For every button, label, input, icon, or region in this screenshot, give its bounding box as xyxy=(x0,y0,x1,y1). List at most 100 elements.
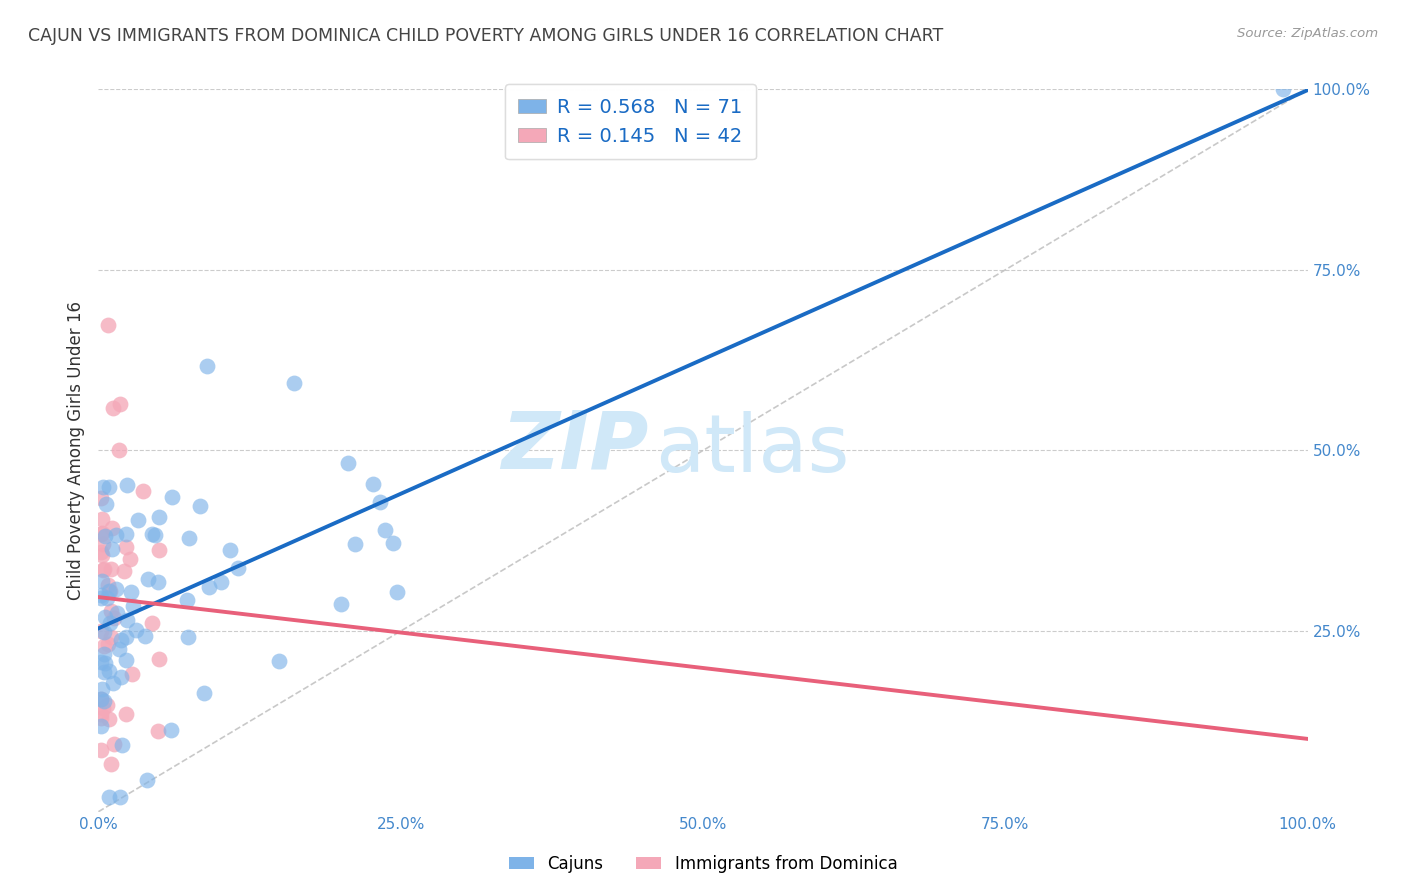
Point xyxy=(91,563,114,577)
Point xyxy=(96,591,118,605)
Point xyxy=(94,610,117,624)
Point xyxy=(132,483,155,498)
Point xyxy=(90,655,112,669)
Point xyxy=(90,545,112,559)
Point xyxy=(160,490,183,504)
Point xyxy=(337,456,360,470)
Point xyxy=(90,588,112,602)
Point xyxy=(148,510,170,524)
Point xyxy=(96,318,118,332)
Point xyxy=(98,584,121,599)
Point xyxy=(148,652,170,666)
Point xyxy=(118,552,141,566)
Point xyxy=(115,478,138,492)
Point xyxy=(115,613,138,627)
Point xyxy=(97,480,120,494)
Point xyxy=(90,743,112,757)
Point xyxy=(93,529,115,543)
Point xyxy=(90,692,112,706)
Point xyxy=(218,542,240,557)
Point xyxy=(134,629,156,643)
Point xyxy=(148,574,170,589)
Point xyxy=(105,606,128,620)
Point xyxy=(91,480,114,494)
Point xyxy=(283,376,305,390)
Point xyxy=(344,537,367,551)
Text: CAJUN VS IMMIGRANTS FROM DOMINICA CHILD POVERTY AMONG GIRLS UNDER 16 CORRELATION: CAJUN VS IMMIGRANTS FROM DOMINICA CHILD … xyxy=(28,27,943,45)
Point xyxy=(101,675,124,690)
Point xyxy=(374,523,396,537)
Point xyxy=(115,540,138,554)
Point xyxy=(101,542,124,557)
Point xyxy=(90,491,112,506)
Point xyxy=(122,599,145,613)
Point xyxy=(100,756,122,771)
Point xyxy=(90,511,112,525)
Point xyxy=(90,719,112,733)
Point xyxy=(93,694,115,708)
Point xyxy=(90,707,112,722)
Point xyxy=(141,527,163,541)
Point xyxy=(90,692,112,706)
Text: Source: ZipAtlas.com: Source: ZipAtlas.com xyxy=(1237,27,1378,40)
Point xyxy=(141,615,163,630)
Point xyxy=(120,584,142,599)
Point xyxy=(103,737,125,751)
Point xyxy=(179,531,201,545)
Point xyxy=(226,560,249,574)
Y-axis label: Child Poverty Among Girls Under 16: Child Poverty Among Girls Under 16 xyxy=(66,301,84,600)
Point xyxy=(1272,82,1295,96)
Point xyxy=(101,401,124,416)
Point xyxy=(108,642,131,657)
Point xyxy=(98,616,121,631)
Point xyxy=(361,477,384,491)
Point xyxy=(94,497,117,511)
Point xyxy=(160,723,183,737)
Point xyxy=(93,656,115,670)
Point xyxy=(93,562,115,576)
Point xyxy=(93,700,115,714)
Point xyxy=(96,698,118,712)
Point xyxy=(90,574,112,588)
Point xyxy=(97,637,120,651)
Text: ZIP: ZIP xyxy=(501,408,648,486)
Point xyxy=(148,542,170,557)
Point xyxy=(100,631,122,645)
Point xyxy=(127,513,149,527)
Point xyxy=(110,670,132,684)
Point xyxy=(188,500,211,514)
Point xyxy=(98,712,121,726)
Point xyxy=(135,773,157,788)
Point xyxy=(111,738,134,752)
Text: atlas: atlas xyxy=(655,411,849,490)
Point xyxy=(110,633,132,648)
Point xyxy=(101,520,124,534)
Point xyxy=(90,527,112,541)
Point xyxy=(97,577,120,591)
Point xyxy=(93,665,115,679)
Legend: R = 0.568   N = 71, R = 0.145   N = 42: R = 0.568 N = 71, R = 0.145 N = 42 xyxy=(505,85,756,160)
Point xyxy=(90,624,112,638)
Point xyxy=(90,591,112,605)
Point xyxy=(100,562,122,576)
Point xyxy=(103,611,125,625)
Point xyxy=(146,724,169,739)
Point xyxy=(110,397,132,411)
Point xyxy=(91,682,114,697)
Point xyxy=(104,582,127,596)
Point xyxy=(104,527,127,541)
Point xyxy=(110,789,132,804)
Point xyxy=(93,647,115,661)
Point xyxy=(90,711,112,725)
Point xyxy=(98,584,121,599)
Point xyxy=(329,597,352,611)
Point xyxy=(143,528,166,542)
Point xyxy=(90,548,112,562)
Point xyxy=(114,630,136,644)
Point xyxy=(98,664,121,678)
Point xyxy=(100,604,122,618)
Point xyxy=(115,653,138,667)
Point xyxy=(124,623,146,637)
Point xyxy=(115,706,138,721)
Point xyxy=(267,654,290,668)
